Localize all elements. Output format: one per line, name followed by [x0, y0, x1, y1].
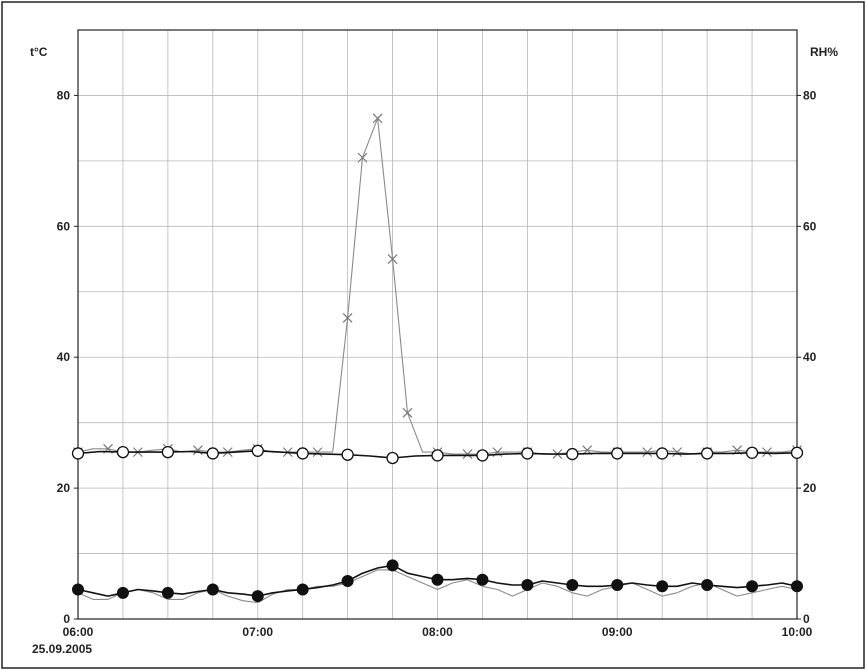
data-point [296, 583, 309, 596]
data-point [521, 447, 534, 460]
data-point [251, 590, 264, 603]
series-layer [71, 113, 804, 604]
data-point [672, 447, 683, 458]
data-point [357, 152, 368, 163]
left-axis-label: t°C [30, 45, 48, 59]
data-point [386, 559, 399, 572]
data-point [161, 586, 174, 599]
data-point [206, 447, 219, 460]
data-point [746, 580, 759, 593]
data-point [206, 583, 219, 596]
grid [78, 30, 797, 619]
date-label: 25.09.2005 [32, 642, 92, 656]
data-point [566, 447, 579, 461]
data-point [790, 446, 804, 459]
data-point [611, 578, 624, 591]
right-y-tick-label: 20 [803, 481, 817, 495]
axis-ticks: 0 0 20 20 40 40 60 60 80 80 06:00 07:00 08:00 09:00 10… [57, 88, 817, 639]
data-point [116, 445, 130, 459]
left-y-tick-label: 0 [63, 612, 70, 626]
data-point [387, 254, 398, 264]
x-tick-label: 10:00 [782, 625, 813, 639]
data-point [431, 573, 444, 586]
series-line [77, 569, 798, 604]
left-y-tick-label: 60 [57, 219, 71, 233]
right-axis-label: RH% [810, 45, 838, 59]
data-point [656, 447, 669, 460]
data-point [296, 447, 309, 460]
data-point [611, 447, 624, 460]
data-point [342, 313, 353, 323]
data-point [701, 578, 714, 591]
data-point [521, 578, 534, 591]
data-point [762, 447, 772, 458]
data-point [312, 447, 323, 458]
data-point [72, 583, 84, 596]
data-point [700, 447, 714, 460]
data-point [161, 445, 175, 459]
data-point [386, 451, 399, 465]
data-point [476, 449, 489, 462]
data-point [402, 407, 413, 418]
data-point [791, 580, 803, 593]
x-tick-label: 07:00 [242, 625, 273, 639]
left-y-tick-label: 20 [57, 481, 71, 495]
data-point [476, 573, 489, 586]
right-y-tick-label: 0 [803, 612, 810, 626]
series-open-circle [71, 444, 804, 465]
series-filled-circle [72, 559, 803, 603]
data-point [341, 448, 354, 461]
data-point [462, 449, 473, 460]
data-point [431, 449, 444, 462]
left-y-tick-label: 40 [57, 350, 71, 364]
data-point [656, 580, 669, 593]
right-y-tick-label: 60 [803, 219, 817, 233]
x-tick-label: 09:00 [602, 625, 633, 639]
data-point [642, 447, 653, 458]
series-plain [77, 569, 798, 604]
right-y-tick-label: 40 [803, 350, 817, 364]
plot-frame [77, 29, 798, 620]
right-y-tick-label: 80 [803, 88, 817, 102]
left-y-tick-label: 80 [57, 88, 71, 102]
data-point [566, 578, 579, 591]
data-point [341, 575, 354, 588]
data-point [71, 447, 85, 460]
data-point [745, 446, 759, 459]
data-point [251, 444, 264, 457]
x-tick-label: 08:00 [422, 625, 453, 639]
x-tick-label: 06:00 [63, 625, 94, 639]
data-point [116, 586, 129, 599]
data-point [372, 113, 383, 124]
